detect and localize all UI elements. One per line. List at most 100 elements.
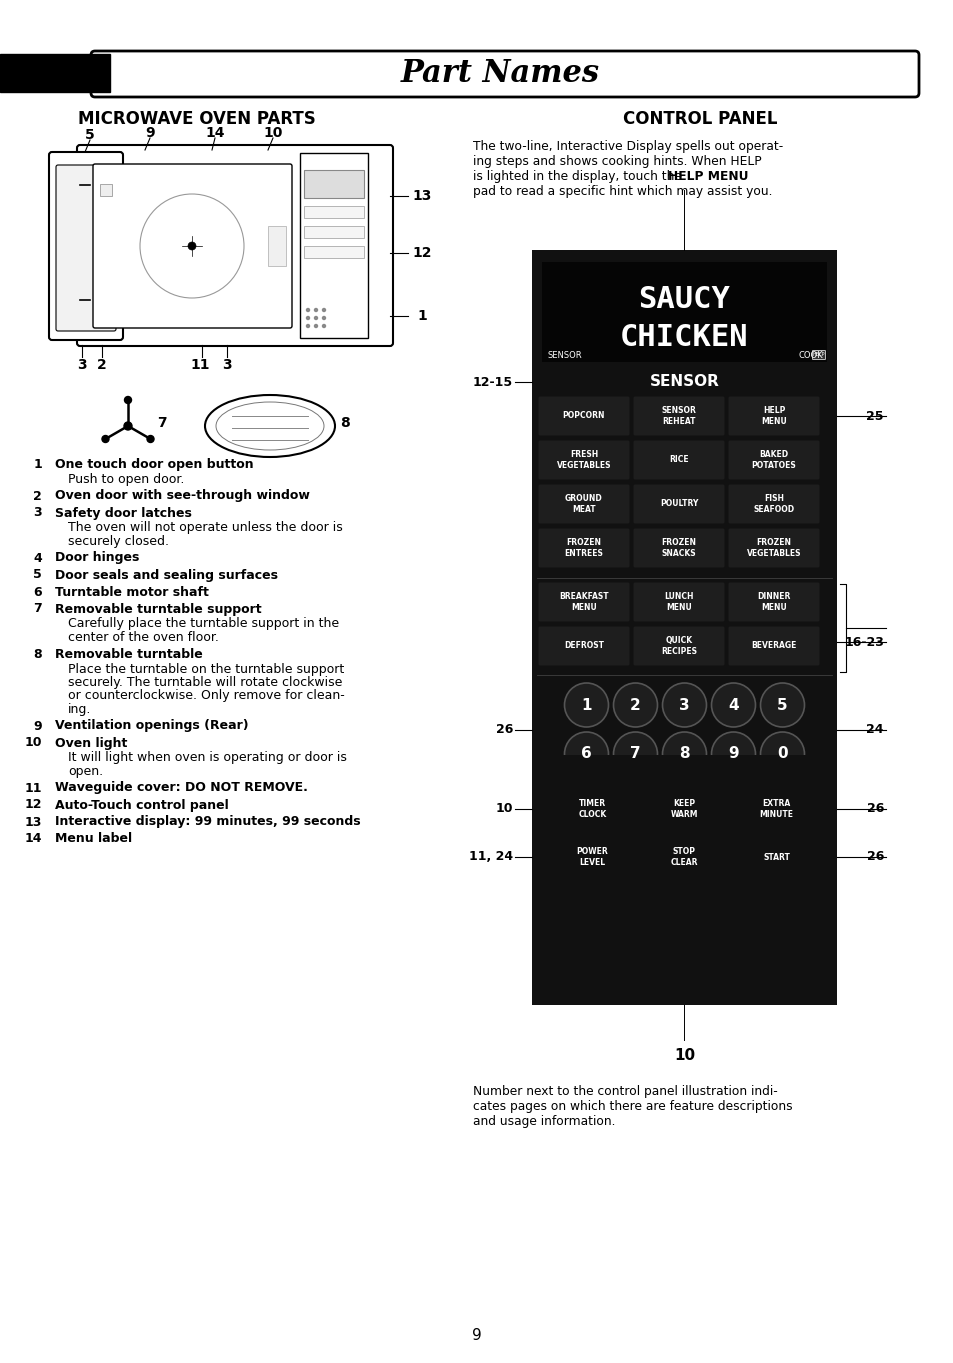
Text: 6: 6 — [580, 747, 591, 762]
Text: 6: 6 — [33, 586, 42, 598]
Text: 1: 1 — [33, 458, 42, 472]
Text: 3: 3 — [222, 358, 232, 372]
Ellipse shape — [551, 837, 633, 876]
Bar — [304, 206, 364, 218]
Text: 1: 1 — [416, 309, 426, 323]
Circle shape — [661, 732, 706, 776]
FancyBboxPatch shape — [537, 582, 629, 622]
FancyBboxPatch shape — [537, 397, 629, 436]
Circle shape — [661, 683, 706, 726]
FancyBboxPatch shape — [633, 484, 723, 523]
Text: 11: 11 — [190, 358, 210, 372]
Text: 3: 3 — [679, 698, 689, 713]
Text: 5: 5 — [33, 568, 42, 582]
FancyBboxPatch shape — [537, 627, 629, 665]
Text: or counterclockwise. Only remove for clean-: or counterclockwise. Only remove for cle… — [68, 690, 344, 702]
Text: SENSOR
REHEAT: SENSOR REHEAT — [660, 406, 696, 425]
Text: 10: 10 — [263, 125, 282, 140]
Text: FROZEN
ENTREES: FROZEN ENTREES — [564, 538, 603, 557]
Text: POPCORN: POPCORN — [562, 412, 604, 421]
Text: 12: 12 — [25, 799, 42, 811]
FancyBboxPatch shape — [812, 350, 824, 360]
Ellipse shape — [735, 789, 817, 829]
FancyBboxPatch shape — [633, 529, 723, 567]
Bar — [304, 170, 364, 198]
Text: 1: 1 — [580, 698, 591, 713]
Circle shape — [322, 316, 325, 319]
Text: HELP
MENU: HELP MENU — [760, 406, 786, 425]
Text: 2: 2 — [630, 698, 640, 713]
Text: SENSOR: SENSOR — [547, 350, 582, 360]
Text: CONTROL PANEL: CONTROL PANEL — [622, 110, 777, 128]
FancyBboxPatch shape — [728, 440, 819, 480]
Text: FROZEN
SNACKS: FROZEN SNACKS — [660, 538, 696, 557]
Ellipse shape — [643, 789, 724, 829]
Text: 13: 13 — [25, 815, 42, 829]
Text: 25: 25 — [865, 409, 883, 423]
Circle shape — [322, 324, 325, 327]
Bar — [304, 245, 364, 258]
Text: securely closed.: securely closed. — [68, 536, 169, 548]
Text: 26: 26 — [865, 803, 883, 815]
Text: Safety door latches: Safety door latches — [55, 507, 192, 519]
Circle shape — [140, 194, 244, 298]
Text: POWER
LEVEL: POWER LEVEL — [576, 848, 608, 867]
FancyBboxPatch shape — [537, 440, 629, 480]
Text: Removable turntable support: Removable turntable support — [55, 602, 261, 616]
FancyBboxPatch shape — [537, 484, 629, 523]
Text: 12: 12 — [412, 245, 432, 260]
Ellipse shape — [551, 789, 633, 829]
Text: HELP: HELP — [812, 353, 824, 357]
Text: ing steps and shows cooking hints. When HELP: ing steps and shows cooking hints. When … — [473, 155, 760, 168]
Text: 7: 7 — [157, 416, 167, 429]
FancyBboxPatch shape — [728, 582, 819, 622]
Text: 3: 3 — [77, 358, 87, 372]
Text: GROUND
MEAT: GROUND MEAT — [564, 495, 602, 514]
Circle shape — [314, 324, 317, 327]
Circle shape — [306, 308, 309, 312]
Text: Interactive display: 99 minutes, 99 seconds: Interactive display: 99 minutes, 99 seco… — [55, 815, 360, 829]
Text: 12-15: 12-15 — [473, 375, 513, 388]
Text: Door seals and sealing surfaces: Door seals and sealing surfaces — [55, 568, 277, 582]
Text: 9: 9 — [727, 747, 738, 762]
Text: The two-line, Interactive Display spells out operat-: The two-line, Interactive Display spells… — [473, 140, 782, 153]
FancyBboxPatch shape — [77, 144, 393, 346]
Text: 9: 9 — [472, 1328, 481, 1343]
Text: securely. The turntable will rotate clockwise: securely. The turntable will rotate cloc… — [68, 676, 342, 690]
Text: Place the turntable on the turntable support: Place the turntable on the turntable sup… — [68, 662, 344, 676]
Text: center of the oven floor.: center of the oven floor. — [68, 631, 218, 643]
Bar — [541, 262, 826, 363]
Bar — [532, 755, 836, 889]
FancyBboxPatch shape — [728, 529, 819, 567]
Circle shape — [711, 683, 755, 726]
Text: POULTRY: POULTRY — [659, 499, 698, 508]
Text: 4: 4 — [33, 552, 42, 564]
Text: Door hinges: Door hinges — [55, 552, 139, 564]
Text: 8: 8 — [33, 647, 42, 661]
Text: Removable turntable: Removable turntable — [55, 647, 203, 661]
Text: BREAKFAST
MENU: BREAKFAST MENU — [558, 593, 608, 612]
Text: 26: 26 — [865, 851, 883, 864]
Ellipse shape — [643, 837, 724, 876]
Text: One touch door open button: One touch door open button — [55, 458, 253, 472]
Text: Number next to the control panel illustration indi-: Number next to the control panel illustr… — [473, 1085, 777, 1099]
Circle shape — [124, 423, 132, 429]
Text: COOK: COOK — [799, 350, 822, 360]
Text: 4: 4 — [727, 698, 738, 713]
Text: QUICK
RECIPES: QUICK RECIPES — [660, 637, 697, 656]
Text: 9: 9 — [33, 720, 42, 732]
Text: 10: 10 — [495, 803, 513, 815]
FancyBboxPatch shape — [728, 627, 819, 665]
Text: 2: 2 — [97, 358, 107, 372]
FancyBboxPatch shape — [91, 50, 918, 97]
Bar — [268, 226, 286, 266]
FancyBboxPatch shape — [728, 397, 819, 436]
Circle shape — [306, 316, 309, 319]
Bar — [299, 153, 368, 338]
Text: Oven door with see-through window: Oven door with see-through window — [55, 489, 310, 503]
Ellipse shape — [215, 402, 324, 450]
Text: Waveguide cover: DO NOT REMOVE.: Waveguide cover: DO NOT REMOVE. — [55, 781, 308, 795]
FancyBboxPatch shape — [633, 582, 723, 622]
Text: 9: 9 — [145, 125, 154, 140]
Text: Part Names: Part Names — [400, 59, 598, 90]
